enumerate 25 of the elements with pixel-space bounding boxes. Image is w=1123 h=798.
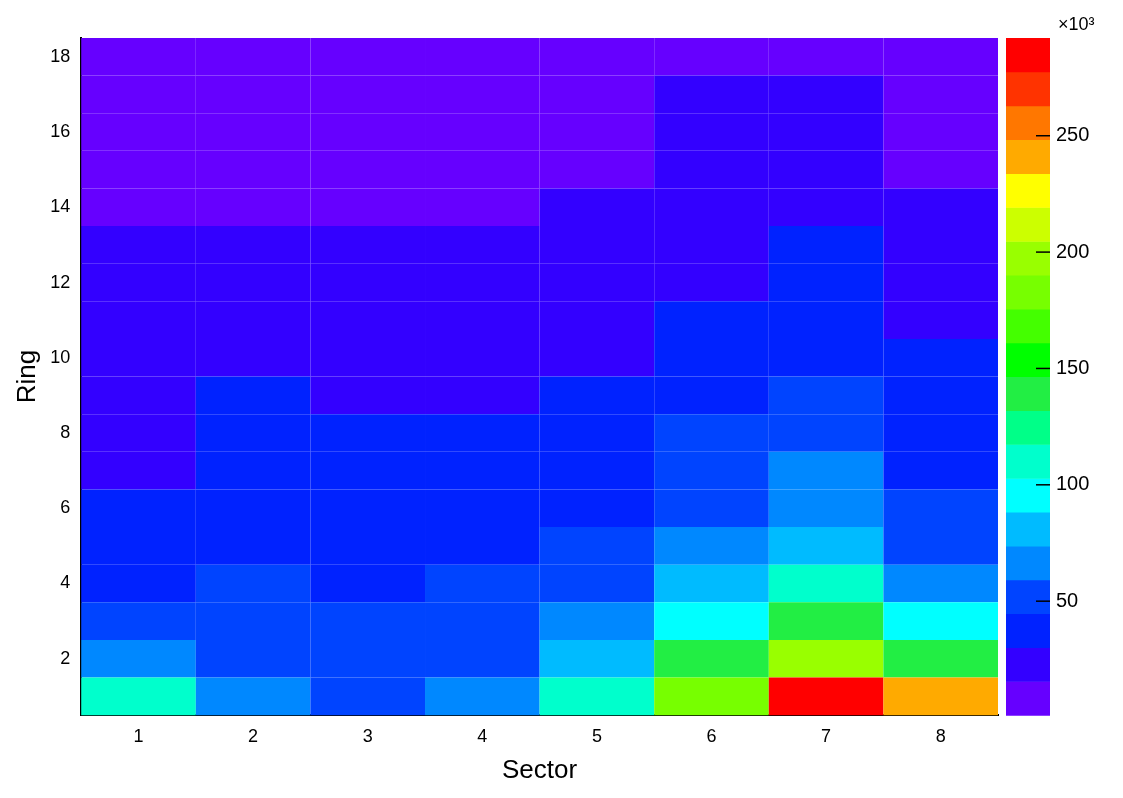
color-bar-label: 200 [1056,239,1090,262]
x-tick-label: 5 [591,725,602,746]
color-bar-title: ×10³ [1058,13,1095,34]
y-axis-title: Ring [10,349,41,404]
x-tick-label: 2 [248,725,259,746]
y-tick-label: 4 [60,572,71,593]
y-tick-label: 6 [60,497,71,518]
x-tick-label: 6 [706,725,717,746]
y-tick-label: 10 [50,346,71,367]
y-tick-label: 18 [50,45,71,66]
x-tick-label: 8 [935,725,946,746]
y-tick-label: 16 [50,121,71,142]
x-tick-label: 4 [477,725,488,746]
x-tick-label: 1 [133,725,144,746]
y-tick-label: 14 [50,196,71,217]
color-bar-label: 250 [1056,123,1090,146]
color-bar-label: 150 [1056,355,1090,378]
color-bar-label: 100 [1056,472,1090,495]
y-tick-label: 8 [60,422,71,442]
x-axis-title: Sector [502,753,578,784]
x-tick-label: 7 [821,725,832,746]
y-tick-label: 12 [50,271,71,292]
y-tick-label: 2 [60,647,71,668]
x-tick-label: 3 [362,725,373,746]
color-bar-label: 50 [1056,588,1079,611]
